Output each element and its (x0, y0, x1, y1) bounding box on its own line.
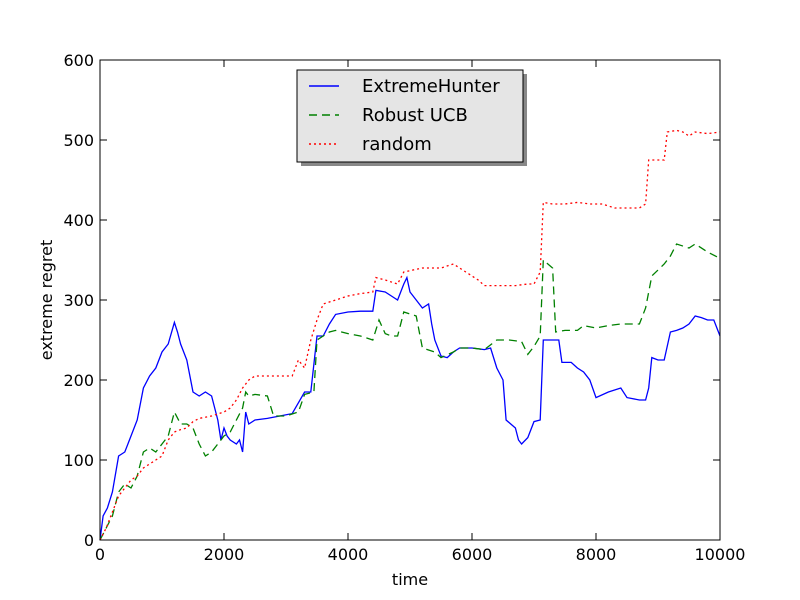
x-tick-label: 2000 (204, 545, 245, 564)
y-tick-label: 100 (63, 451, 94, 470)
x-tick-label: 0 (95, 545, 105, 564)
legend-label: ExtremeHunter (362, 76, 500, 97)
x-tick-label: 8000 (576, 545, 617, 564)
plot-lines (99, 129, 721, 541)
legend-label: Robust UCB (362, 105, 468, 126)
x-tick-label: 4000 (328, 545, 369, 564)
x-tick-label: 6000 (452, 545, 493, 564)
series-line-random (99, 129, 721, 541)
y-tick-label: 600 (63, 51, 94, 70)
x-tick-label: 10000 (695, 545, 746, 564)
y-axis-label: extreme regret (37, 240, 56, 360)
y-tick-label: 0 (84, 531, 94, 550)
y-tick-label: 300 (63, 291, 94, 310)
legend-label: random (362, 134, 432, 155)
legend-entries: ExtremeHunter Robust UCB random (309, 76, 500, 155)
y-tick-label: 400 (63, 211, 94, 230)
legend: ExtremeHunter Robust UCB random (296, 69, 527, 166)
axis-ticks: 0 2000 4000 6000 8000 10000 0 100 200 300 400 500 60… (63, 51, 745, 564)
series-line-robust-ucb (99, 243, 721, 541)
y-tick-label: 200 (63, 371, 94, 390)
series-line-extremehunter (99, 275, 721, 541)
x-axis-label: time (392, 570, 428, 589)
y-tick-label: 500 (63, 131, 94, 150)
